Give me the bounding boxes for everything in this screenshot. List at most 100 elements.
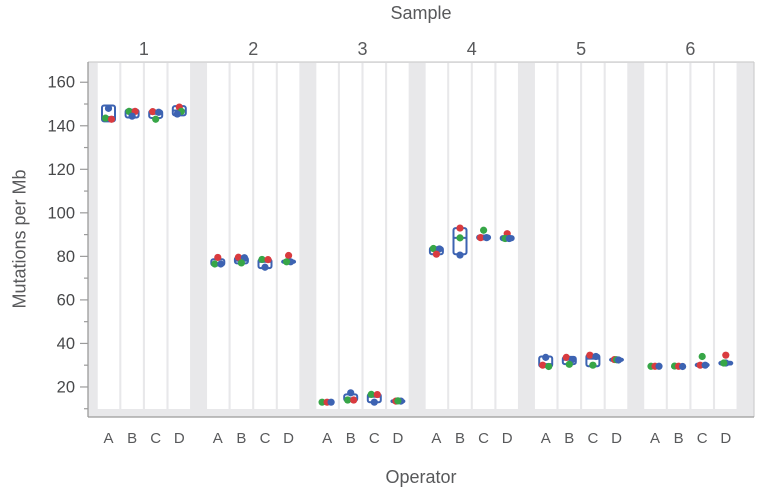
dot-green — [258, 255, 266, 264]
panel-column — [277, 63, 300, 409]
panel-column — [168, 63, 191, 409]
dot-blue — [505, 234, 513, 243]
dot-green — [565, 360, 573, 368]
operator-label: C — [260, 430, 271, 447]
dot-red — [586, 351, 594, 359]
dot-green — [101, 114, 110, 122]
operator-label: D — [283, 430, 294, 447]
dot-blue — [592, 352, 600, 361]
operator-label: D — [720, 430, 731, 447]
dot-green — [698, 352, 706, 361]
dot-red — [539, 361, 547, 369]
dot-blue — [456, 251, 464, 259]
panel-column — [121, 63, 143, 409]
dot-blue — [614, 356, 623, 364]
facet-label: 4 — [467, 39, 477, 59]
dot-green — [344, 396, 352, 404]
dot-blue — [104, 104, 113, 112]
dot-green — [367, 390, 375, 398]
panel-column — [644, 63, 666, 409]
y-tick-label: 20 — [57, 378, 75, 396]
panel-column — [715, 63, 737, 409]
dot-blue — [327, 398, 335, 406]
x-axis-title: Operator — [385, 467, 457, 487]
dot-green — [237, 259, 245, 267]
dot-blue — [128, 112, 136, 120]
dot-red — [149, 108, 157, 116]
dot-green — [394, 397, 402, 405]
dot-red — [107, 115, 116, 123]
dot-blue — [483, 234, 491, 242]
dot-green — [589, 361, 597, 369]
operator-label: C — [697, 430, 708, 447]
operator-label: C — [587, 430, 598, 447]
operator-label: B — [127, 430, 137, 447]
dot-blue — [155, 108, 163, 116]
facet-label: 5 — [576, 39, 586, 59]
operator-label: B — [346, 430, 356, 447]
dot-red — [214, 253, 222, 262]
dot-green — [318, 398, 326, 406]
panel-column — [691, 63, 713, 409]
dot-red — [562, 353, 570, 361]
y-tick-label: 140 — [47, 117, 75, 135]
dot-red — [373, 390, 381, 399]
dot-green — [211, 260, 219, 268]
dot-blue — [347, 389, 355, 397]
dot-blue — [173, 110, 181, 118]
panel-column — [254, 63, 276, 409]
operator-label: B — [236, 430, 246, 447]
operator-label: D — [611, 430, 622, 447]
operator-label: A — [213, 430, 223, 447]
dot-blue — [240, 254, 248, 262]
panel-background — [88, 62, 754, 417]
operator-label: D — [502, 430, 513, 447]
dot-blue — [679, 362, 687, 371]
operator-label: B — [674, 430, 684, 447]
operator-label: D — [174, 430, 185, 447]
dot-red — [234, 253, 242, 261]
operator-label: A — [322, 430, 332, 447]
panel-column — [534, 63, 557, 409]
dot-red — [350, 396, 358, 404]
dot-red — [696, 361, 704, 369]
dot-red — [285, 251, 293, 260]
dot-blue — [261, 263, 269, 271]
panel-column — [144, 63, 167, 409]
dot-red — [264, 256, 272, 264]
operator-label: A — [541, 430, 551, 447]
panel-column — [339, 63, 362, 409]
y-tick-label: 40 — [57, 335, 75, 353]
operator-label: C — [369, 430, 380, 447]
facet-label: 2 — [248, 39, 258, 59]
facet-label: 3 — [357, 39, 367, 59]
dot-red — [432, 250, 440, 258]
operator-label: C — [478, 430, 489, 447]
operator-label: C — [150, 430, 161, 447]
dot-green — [545, 362, 553, 371]
y-tick-label: 100 — [47, 204, 75, 222]
dot-blue — [370, 398, 378, 406]
panel-column — [667, 63, 690, 409]
panel-column — [558, 63, 581, 409]
dot-blue — [655, 362, 663, 370]
facet-label: 6 — [685, 39, 695, 59]
y-axis-title: Mutations per Mb — [9, 169, 30, 309]
facet-label: 1 — [139, 39, 149, 59]
dot-green — [456, 234, 464, 242]
panel-column — [316, 63, 338, 409]
dot-blue — [542, 353, 550, 361]
dot-red — [456, 224, 464, 232]
dot-green — [429, 244, 437, 253]
operator-label: A — [103, 430, 113, 447]
facet-axis-title: Sample — [390, 3, 452, 23]
panel-column — [582, 63, 604, 409]
operator-label: B — [564, 430, 574, 447]
dot-green — [152, 115, 160, 123]
operator-label: A — [650, 430, 660, 447]
panel-column — [425, 63, 448, 409]
dot-blue — [701, 361, 709, 369]
operator-label: D — [392, 430, 403, 447]
panel-column — [97, 63, 120, 409]
